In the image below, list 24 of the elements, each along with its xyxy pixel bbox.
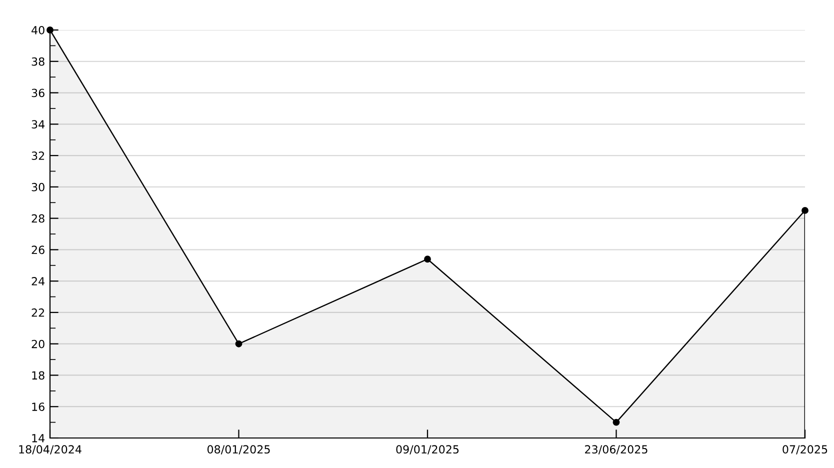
y-tick-label: 20 xyxy=(32,340,44,348)
point xyxy=(424,256,431,263)
x-tick-label: 23/06/2025 xyxy=(585,445,648,454)
y-tick-label: 30 xyxy=(32,182,44,192)
y-tick-label: 26 xyxy=(32,246,44,254)
x-tick-label: 08/01/2025 xyxy=(207,445,270,454)
y-tick-label: 22 xyxy=(32,308,44,317)
y-tick-label: 14 xyxy=(32,434,45,442)
point xyxy=(46,26,54,34)
y-tick-label: 28 xyxy=(32,214,44,223)
y-tick-label: 24 xyxy=(32,277,45,286)
y-tick-label: 34 xyxy=(32,120,45,129)
y-tick-label: 38 xyxy=(32,57,44,66)
x-tick-label: 18/04/2024 xyxy=(19,445,82,454)
point xyxy=(612,418,620,426)
x-tick-label: 07/2025 xyxy=(782,445,828,454)
x-tick-label: 09/01/2025 xyxy=(396,445,459,454)
point xyxy=(802,206,808,214)
y-tick-label: 36 xyxy=(32,88,44,98)
y-tick-label: 18 xyxy=(32,371,44,380)
y-tick-label: 16 xyxy=(32,402,44,411)
y-tick-label: 32 xyxy=(32,152,44,160)
y-tick-label: 40 xyxy=(32,26,44,34)
point xyxy=(235,340,242,348)
